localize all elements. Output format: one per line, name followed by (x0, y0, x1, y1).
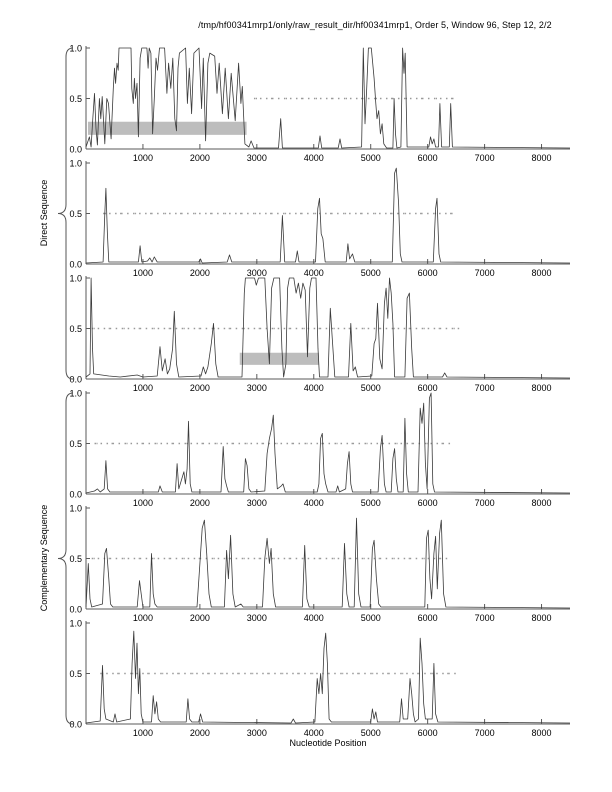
direct-group-brace (57, 47, 74, 380)
panel-5-x-tick-label: 1000 (133, 613, 153, 623)
panel-2-x-tick-label: 1000 (133, 268, 153, 278)
panel-5-y-tick-label: 1.0 (69, 504, 82, 514)
panel-5-y-tick-label: 0.5 (69, 554, 82, 564)
panel-6-x-tick-label: 3000 (247, 728, 267, 738)
panel-2-x-tick-label: 2000 (190, 268, 210, 278)
panel-2-x-tick-label: 8000 (532, 268, 552, 278)
panel-3-y-tick-label: 1.0 (69, 274, 82, 284)
panel-3-y-tick-label: 0.5 (69, 324, 82, 334)
panel-2-y-tick-label: 0.0 (69, 260, 82, 270)
panel-2-y-tick-label: 0.5 (69, 209, 82, 219)
panel-5-x-tick-label: 5000 (361, 613, 381, 623)
panel-4-x-tick-label: 7000 (475, 498, 495, 508)
panel-6-x-tick-label: 1000 (133, 728, 153, 738)
panel-5-x-tick-label: 2000 (190, 613, 210, 623)
panel-6-probability-curve (85, 630, 571, 724)
panel-4-x-tick-label: 4000 (304, 498, 324, 508)
panel-1-x-tick-label: 1000 (133, 153, 153, 163)
panel-6-y-tick-label: 0.0 (69, 720, 82, 730)
panel-4-x-tick-label: 1000 (133, 498, 153, 508)
panel-1-x-tick-label: 8000 (532, 153, 552, 163)
panel-1-x-tick-label: 6000 (418, 153, 438, 163)
panel-3-x-tick-label: 6000 (418, 383, 438, 393)
panel-1-probability-curve (85, 47, 571, 149)
panel-3-y-tick-label: 0.0 (69, 375, 82, 385)
panel-6-x-tick-label: 6000 (418, 728, 438, 738)
panel-2-y-tick-label: 1.0 (69, 159, 82, 169)
panel-2-x-tick-label: 6000 (418, 268, 438, 278)
panel-2-x-tick-label: 3000 (247, 268, 267, 278)
panel-5-x-tick-label: 7000 (475, 613, 495, 623)
panel-6-y-tick-label: 1.0 (69, 619, 82, 629)
panel-4-x-tick-label: 8000 (532, 498, 552, 508)
panel-5-probability-curve (85, 517, 571, 609)
panel-1-y-tick-label: 1.0 (69, 44, 82, 54)
panel-3-x-tick-label: 4000 (304, 383, 324, 393)
panel-4-x-tick-label: 3000 (247, 498, 267, 508)
panel-2-x-tick-label: 5000 (361, 268, 381, 278)
panel-6-x-tick-label: 5000 (361, 728, 381, 738)
panel-5-x-tick-label: 8000 (532, 613, 552, 623)
panel-3-x-tick-label: 2000 (190, 383, 210, 393)
panel-1-x-tick-label: 3000 (247, 153, 267, 163)
panel-1-x-tick-label: 5000 (361, 153, 381, 163)
panel-3-x-tick-label: 7000 (475, 383, 495, 393)
panel-3-probability-curve (85, 277, 571, 379)
panel-3-x-tick-label: 8000 (532, 383, 552, 393)
panel-3-x-tick-label: 1000 (133, 383, 153, 393)
panel-1-x-tick-label: 7000 (475, 153, 495, 163)
panel-4-y-tick-label: 0.0 (69, 490, 82, 500)
panel-1-x-tick-label: 2000 (190, 153, 210, 163)
panel-1-y-tick-label: 0.0 (69, 145, 82, 155)
panel-2-x-tick-label: 4000 (304, 268, 324, 278)
panel-4-x-tick-label: 6000 (418, 498, 438, 508)
panel-1-x-tick-label: 4000 (304, 153, 324, 163)
x-axis-label: Nucleotide Position (289, 738, 367, 748)
panel-2-probability-curve (85, 167, 571, 264)
panel-4-probability-curve (85, 392, 571, 494)
panel-2-x-tick-label: 7000 (475, 268, 495, 278)
panel-6-x-tick-label: 2000 (190, 728, 210, 738)
panel-1-y-tick-label: 0.5 (69, 94, 82, 104)
panel-3-x-tick-label: 5000 (361, 383, 381, 393)
panel-5-y-tick-label: 0.0 (69, 605, 82, 615)
panel-5-x-tick-label: 4000 (304, 613, 324, 623)
panel-4-x-tick-label: 2000 (190, 498, 210, 508)
panel-6-x-tick-label: 4000 (304, 728, 324, 738)
panel-6-x-tick-label: 8000 (532, 728, 552, 738)
panel-3-gene-region-bar (239, 352, 319, 365)
panel-4-y-tick-label: 1.0 (69, 389, 82, 399)
complementary-group-brace (57, 392, 74, 725)
panel-1-gene-region-bar (87, 121, 247, 135)
panel-6-y-tick-label: 0.5 (69, 669, 82, 679)
panel-5-x-tick-label: 3000 (247, 613, 267, 623)
panel-6-x-tick-label: 7000 (475, 728, 495, 738)
panel-5-x-tick-label: 6000 (418, 613, 438, 623)
panel-4-y-tick-label: 0.5 (69, 439, 82, 449)
figure-title: /tmp/hf00341mrp1/only/raw_result_dir/hf0… (198, 20, 552, 30)
panel-3-x-tick-label: 3000 (247, 383, 267, 393)
panel-4-x-tick-label: 5000 (361, 498, 381, 508)
